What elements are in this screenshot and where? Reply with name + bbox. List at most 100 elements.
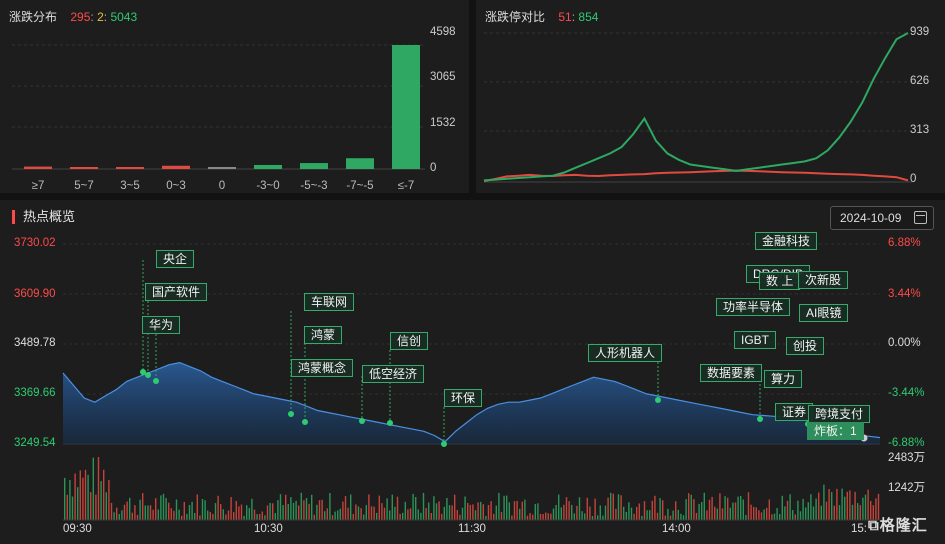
volume-bar <box>334 511 336 520</box>
volume-bar <box>446 497 448 520</box>
dist-bar <box>346 158 374 169</box>
limit-ratio-chart <box>483 32 912 183</box>
volume-bar <box>84 469 87 520</box>
right-tick-0: 6.88% <box>888 237 921 249</box>
volume-bar <box>506 495 508 520</box>
volume-bar <box>745 515 747 520</box>
volume-bar <box>805 507 807 520</box>
volume-bar <box>630 507 633 520</box>
volume-bar <box>186 513 188 520</box>
tag-hongmeng-concept[interactable]: 鸿蒙概念 <box>291 359 354 377</box>
tag-hongmeng[interactable]: 鸿蒙 <box>304 326 343 344</box>
volume-bar <box>641 515 643 520</box>
tag-huawei[interactable]: 华为 <box>142 316 181 334</box>
tag-chuangtou[interactable]: 创投 <box>786 337 825 355</box>
tag-fintech[interactable]: 金融科技 <box>755 232 818 250</box>
volume-bar <box>490 501 492 520</box>
tag-power-semi[interactable]: 功率半导体 <box>716 298 791 316</box>
volume-bar <box>467 503 469 520</box>
limit-down-count: 854 <box>578 10 599 24</box>
volume-bar <box>233 512 235 521</box>
volume-bar <box>277 500 279 520</box>
volume-bar <box>157 509 159 520</box>
volume-bar <box>454 494 456 520</box>
volume-bar <box>329 493 331 520</box>
volume-bar <box>615 508 617 520</box>
time-tick-0: 09:30 <box>63 523 92 535</box>
calendar-icon[interactable] <box>914 211 927 224</box>
tag-data-elements[interactable]: 数据要素 <box>700 364 763 382</box>
dist-bar <box>392 45 420 169</box>
volume-bar <box>194 513 196 520</box>
volume-bar <box>357 506 360 520</box>
tag-xinchuang[interactable]: 信创 <box>390 332 429 350</box>
volume-bar <box>760 512 763 520</box>
volume-bar <box>152 509 154 520</box>
volume-bar <box>628 502 630 520</box>
volume-bar <box>129 497 131 520</box>
volume-bar <box>386 498 388 520</box>
volume-bar <box>342 501 344 520</box>
volume-bar <box>833 505 835 520</box>
volume-bar <box>100 481 102 520</box>
volume-bar <box>737 496 739 520</box>
tag-low-altitude[interactable]: 低空经济 <box>362 365 425 383</box>
tag-cross-border-pay[interactable]: 跨境支付 <box>808 405 871 423</box>
volume-bar <box>539 513 542 520</box>
tag-zhaban[interactable]: 炸板：1 <box>807 422 864 440</box>
tag-shuju[interactable]: 数 上 <box>759 272 801 290</box>
time-tick-4: 15: <box>851 523 867 535</box>
volume-bar <box>165 498 167 520</box>
tag-robot[interactable]: 人形机器人 <box>588 344 663 362</box>
volume-bar <box>529 513 531 520</box>
volume-bar <box>389 510 391 520</box>
volume-bar <box>303 500 305 520</box>
left-tick-4: 3249.54 <box>14 437 56 449</box>
ratio-title-row: 涨跌停对比 51: 854 <box>485 10 599 24</box>
tag-guochanruanjian[interactable]: 国产软件 <box>145 283 208 301</box>
volume-bar <box>144 505 146 520</box>
volume-bar <box>316 504 318 520</box>
volume-bar <box>534 504 536 520</box>
volume-bar <box>191 501 193 520</box>
date-picker[interactable]: 2024-10-09 <box>830 206 934 230</box>
volume-bar <box>838 505 841 520</box>
volume-bar <box>799 511 802 520</box>
volume-bar <box>259 514 261 520</box>
volume-bar <box>352 514 354 520</box>
volume-bar <box>207 510 209 520</box>
tag-zhengquan[interactable]: 证券 <box>775 403 814 421</box>
volume-bar <box>394 506 396 520</box>
tag-cixingu[interactable]: 次新股 <box>798 271 849 289</box>
volume-bar <box>877 493 880 520</box>
volume-bar <box>558 494 560 520</box>
volume-bar <box>261 511 263 520</box>
tag-ai-glasses[interactable]: AI眼镜 <box>799 304 849 322</box>
volume-bar <box>565 497 568 520</box>
tag-chelianwang[interactable]: 车联网 <box>304 293 355 311</box>
volume-bar <box>300 492 302 520</box>
volume-bar <box>711 496 713 520</box>
volume-bar <box>724 496 726 520</box>
volume-bar <box>734 502 737 520</box>
volume-bar <box>773 513 776 520</box>
volume-bar <box>482 504 484 520</box>
volume-bar <box>131 512 133 520</box>
volume-bar <box>480 501 482 520</box>
volume-bar <box>864 494 867 520</box>
tag-yangqi[interactable]: 央企 <box>156 250 195 268</box>
volume-bar <box>526 515 529 520</box>
hot-marker-dot <box>140 369 146 375</box>
volume-bar <box>399 513 401 520</box>
tag-suanli[interactable]: 算力 <box>764 370 803 388</box>
volume-bar <box>181 515 183 520</box>
tag-huanbao[interactable]: 环保 <box>444 389 483 407</box>
volume-bar <box>321 499 323 520</box>
tag-igbt[interactable]: IGBT <box>734 331 777 349</box>
dist-bar <box>24 166 52 169</box>
volume-bar <box>578 497 581 520</box>
gelonghui-logo: ⧉格隆汇 <box>868 517 928 534</box>
volume-bar <box>721 508 724 520</box>
volume-bar <box>227 510 230 520</box>
volume-bar <box>373 506 375 520</box>
